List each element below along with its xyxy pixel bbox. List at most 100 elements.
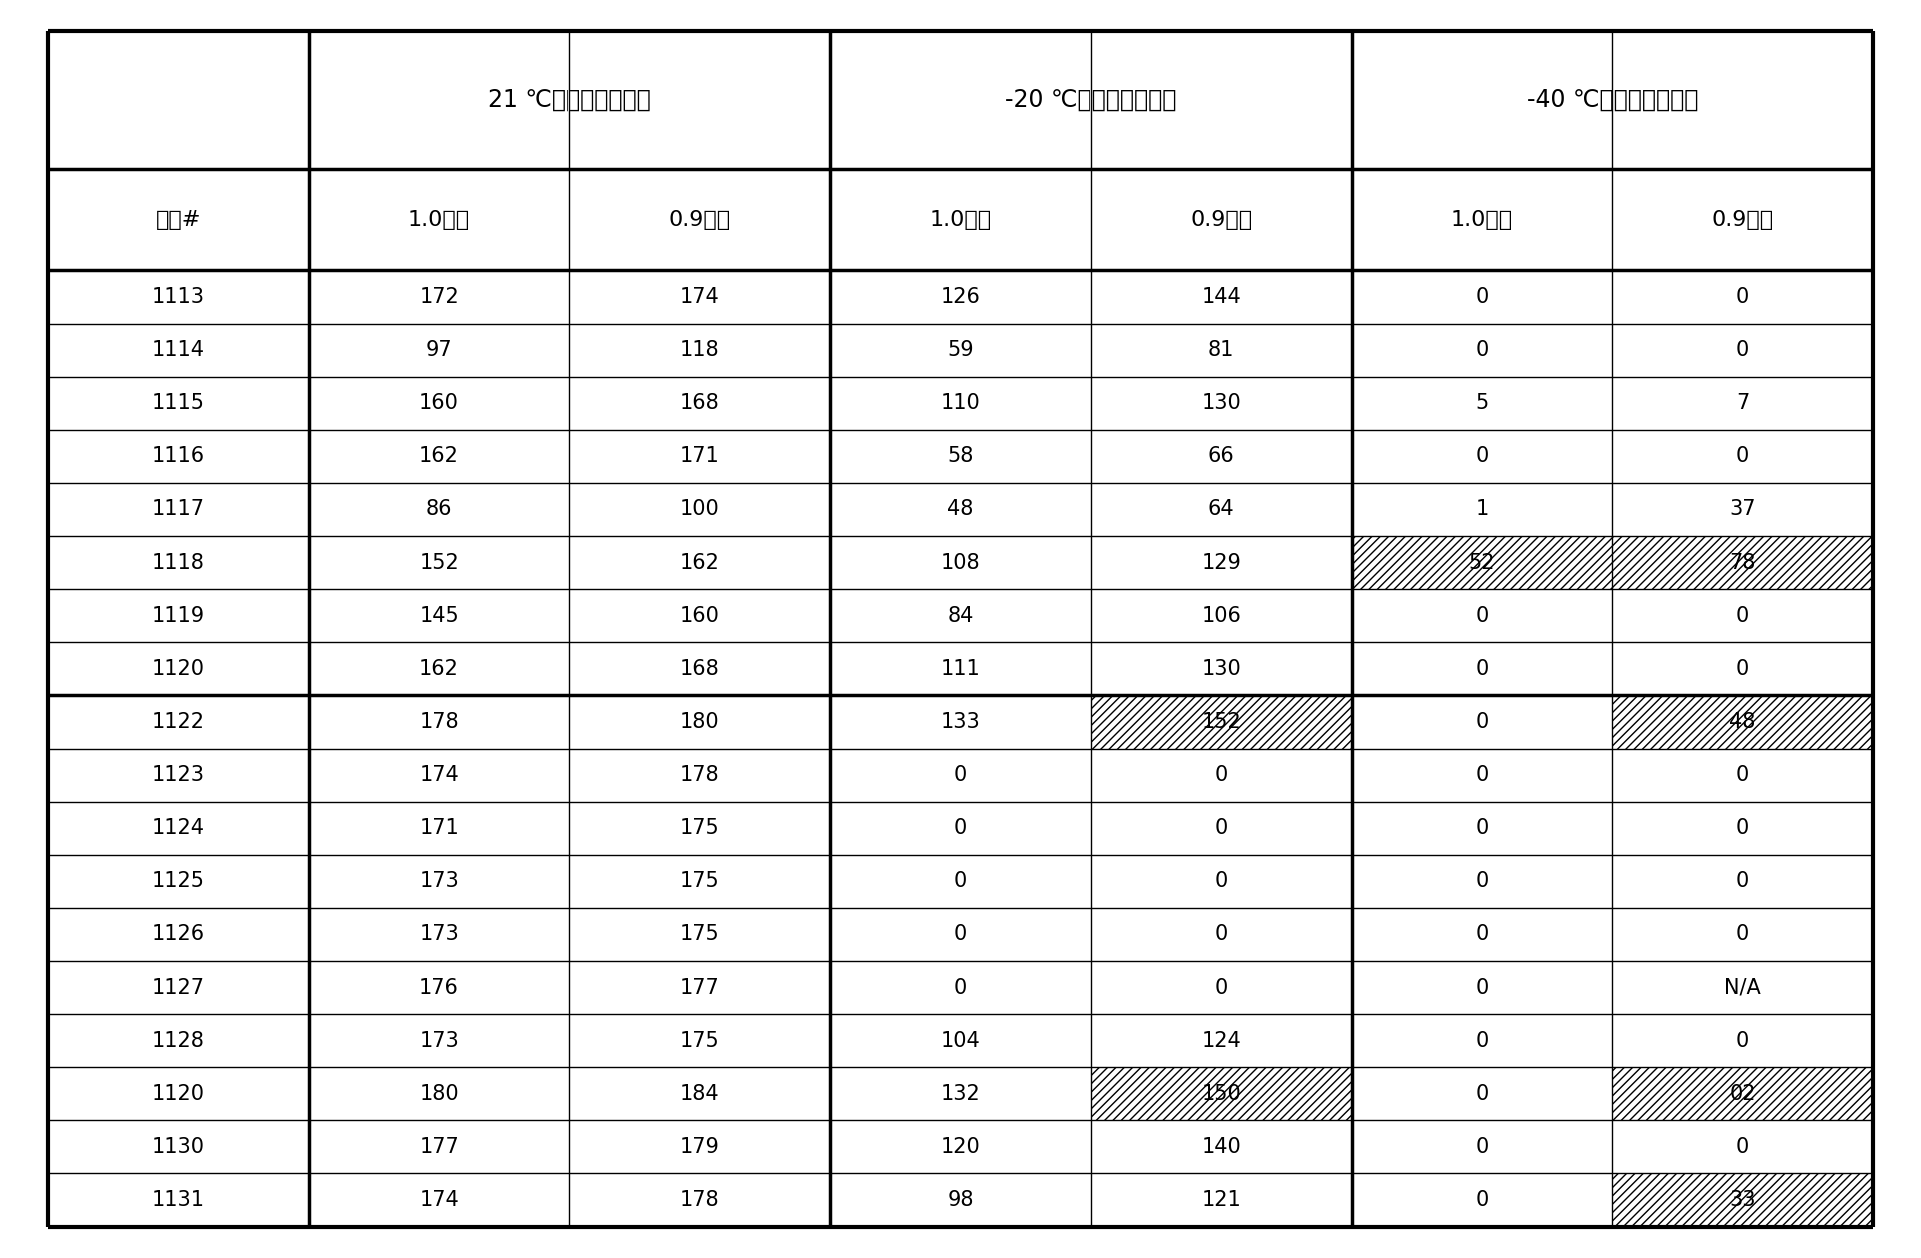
Bar — [569, 854, 830, 908]
Bar — [1091, 1121, 1352, 1174]
Bar — [569, 801, 830, 854]
Bar — [830, 536, 1091, 589]
Text: 批号#: 批号# — [156, 210, 202, 230]
Text: 1.0伏切: 1.0伏切 — [1450, 210, 1514, 230]
Text: 179: 179 — [680, 1137, 720, 1157]
Bar — [309, 430, 569, 483]
Bar — [309, 589, 569, 643]
Bar — [48, 169, 309, 270]
Text: 175: 175 — [680, 1030, 720, 1050]
Bar — [1612, 323, 1873, 376]
Bar — [830, 31, 1352, 169]
Bar — [309, 1014, 569, 1067]
Text: 0: 0 — [1475, 712, 1489, 732]
Bar — [1091, 270, 1352, 323]
Bar — [569, 1174, 830, 1227]
Bar — [569, 430, 830, 483]
Text: 1113: 1113 — [152, 287, 206, 307]
Bar — [569, 323, 830, 376]
Bar — [48, 854, 309, 908]
Bar — [309, 908, 569, 961]
Text: 160: 160 — [419, 394, 459, 414]
Text: 0: 0 — [1737, 340, 1750, 360]
Text: 118: 118 — [680, 340, 720, 360]
Text: 152: 152 — [1201, 712, 1241, 732]
Bar — [1612, 430, 1873, 483]
Text: 0: 0 — [1475, 340, 1489, 360]
Bar — [1612, 643, 1873, 696]
Text: 162: 162 — [680, 552, 720, 572]
Bar — [1091, 696, 1352, 749]
Text: 5: 5 — [1475, 394, 1489, 414]
Text: 1: 1 — [1475, 499, 1489, 520]
Text: 171: 171 — [680, 447, 720, 467]
Text: 1116: 1116 — [152, 447, 206, 467]
Bar — [1352, 589, 1612, 643]
Text: 121: 121 — [1201, 1190, 1241, 1210]
Text: 0: 0 — [1475, 765, 1489, 785]
Bar — [569, 749, 830, 801]
Bar — [830, 376, 1091, 430]
Bar — [569, 536, 830, 589]
Text: 0: 0 — [1475, 818, 1489, 838]
Text: 111: 111 — [941, 659, 980, 679]
Text: 106: 106 — [1201, 605, 1241, 625]
Bar — [1612, 1174, 1873, 1227]
Bar — [1612, 1067, 1873, 1121]
Bar — [1091, 1014, 1352, 1067]
Bar — [1091, 801, 1352, 854]
Bar — [1352, 323, 1612, 376]
Bar — [48, 483, 309, 536]
Bar — [48, 801, 309, 854]
Text: 1.0伏切: 1.0伏切 — [407, 210, 471, 230]
Text: 81: 81 — [1208, 340, 1235, 360]
Bar — [309, 696, 569, 749]
Text: 175: 175 — [680, 818, 720, 838]
Bar — [1612, 483, 1873, 536]
Text: 1114: 1114 — [152, 340, 206, 360]
Bar — [1352, 749, 1612, 801]
Text: 0: 0 — [1737, 605, 1750, 625]
Bar — [48, 536, 309, 589]
Text: 0: 0 — [1475, 287, 1489, 307]
Bar — [569, 1121, 830, 1174]
Bar — [48, 1174, 309, 1227]
Text: 86: 86 — [426, 499, 451, 520]
Text: 140: 140 — [1201, 1137, 1241, 1157]
Bar — [1352, 801, 1612, 854]
Bar — [830, 643, 1091, 696]
Text: 0: 0 — [1475, 1137, 1489, 1157]
Bar — [1352, 1014, 1612, 1067]
Text: 1120: 1120 — [152, 1083, 206, 1103]
Bar — [830, 696, 1091, 749]
Text: 0.9伏切: 0.9伏切 — [669, 210, 730, 230]
Text: 0: 0 — [1475, 925, 1489, 945]
Bar — [1352, 1174, 1612, 1227]
Text: 1130: 1130 — [152, 1137, 206, 1157]
Bar — [1352, 908, 1612, 961]
Text: 0: 0 — [1475, 1083, 1489, 1103]
Text: 0: 0 — [1475, 605, 1489, 625]
Text: 0: 0 — [955, 977, 966, 998]
Text: 177: 177 — [419, 1137, 459, 1157]
Bar — [1091, 961, 1352, 1014]
Text: 176: 176 — [419, 977, 459, 998]
Text: 0: 0 — [1737, 872, 1750, 892]
Text: 126: 126 — [941, 287, 980, 307]
Bar — [1612, 696, 1873, 749]
Text: 0: 0 — [1214, 872, 1228, 892]
Bar — [569, 270, 830, 323]
Text: 130: 130 — [1201, 659, 1241, 679]
Text: 0: 0 — [1475, 977, 1489, 998]
Bar — [309, 1174, 569, 1227]
Bar — [309, 1067, 569, 1121]
Bar — [1612, 1067, 1873, 1121]
Bar — [1091, 1067, 1352, 1121]
Bar — [1612, 749, 1873, 801]
Bar — [1612, 536, 1873, 589]
Bar — [309, 323, 569, 376]
Text: 1117: 1117 — [152, 499, 206, 520]
Text: 150: 150 — [1201, 1083, 1241, 1103]
Bar — [309, 643, 569, 696]
Text: 184: 184 — [680, 1083, 720, 1103]
